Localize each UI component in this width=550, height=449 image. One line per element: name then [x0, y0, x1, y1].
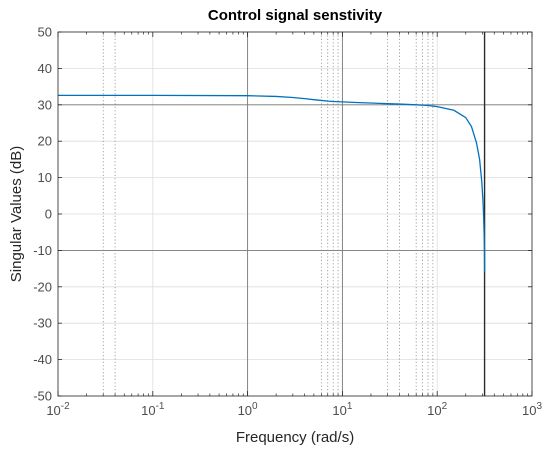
y-tick-label: -10 — [33, 243, 52, 258]
x-tick-label: 10-1 — [141, 401, 165, 418]
x-tick-label: 101 — [332, 401, 352, 418]
series-layer — [58, 94, 486, 273]
y-tick-label: 40 — [38, 61, 52, 76]
x-axis-label: Frequency (rad/s) — [236, 429, 354, 446]
y-tick-label: 20 — [38, 134, 52, 149]
y-tick-label: -40 — [33, 352, 52, 367]
y-tick-label: 10 — [38, 170, 52, 185]
y-axis-label: Singular Values (dB) — [8, 146, 25, 282]
x-tick-label: 100 — [238, 401, 258, 418]
chart-title: Control signal senstivity — [208, 7, 383, 24]
y-tick-label: 30 — [38, 97, 52, 112]
y-tick-label: -50 — [33, 389, 52, 404]
series-line — [58, 94, 486, 273]
x-tick-label: 10-2 — [46, 401, 70, 418]
x-tick-label: 103 — [522, 401, 542, 418]
x-tick-label: 102 — [427, 401, 447, 418]
y-tick-label: -30 — [33, 316, 52, 331]
reference-lines-layer — [58, 32, 532, 396]
y-tick-label: 50 — [38, 25, 52, 40]
y-tick-label: 0 — [45, 207, 52, 222]
y-tick-label: -20 — [33, 279, 52, 294]
